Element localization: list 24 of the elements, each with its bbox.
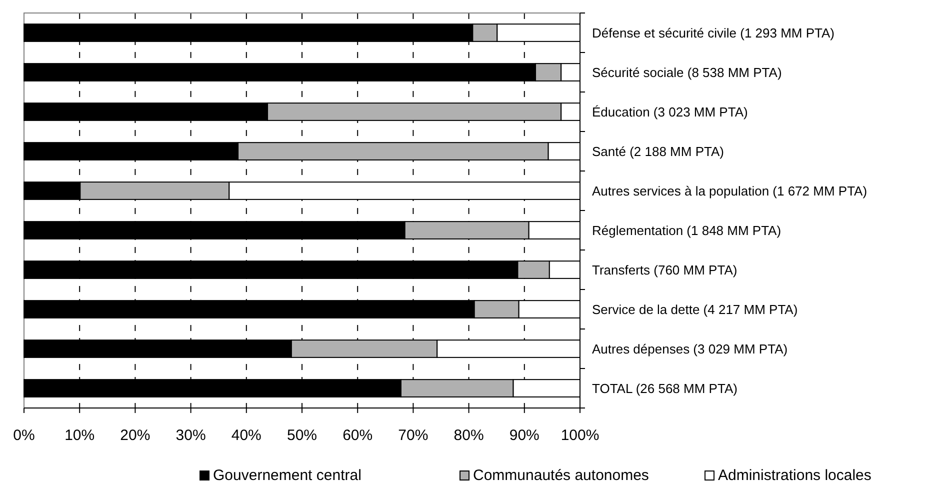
x-tick-label: 90% [509,427,540,444]
y-tick-label: Sécurité sociale (8 538 MM PTA) [592,64,782,80]
x-tick-label: 50% [286,427,318,444]
x-tick-label: 0% [13,427,35,444]
y-tick-label: Autres services à la population (1 672 MM PTA) [592,183,868,198]
y-tick-label: Réglementation (1 848 MM PTA) [592,222,782,238]
legend-label: Communautés autonomes [473,467,649,484]
x-tick-label: 10% [64,427,95,444]
x-tick-label: 60% [342,427,373,444]
legend-label: Administrations locales [718,467,872,484]
y-tick-label: Transferts (760 MM PTA) [592,262,738,278]
x-tick-label: 40% [231,427,262,444]
y-tick-label: Éducation (3 023 MM PTA) [592,104,748,120]
y-tick-label: TOTAL (26 568 MM PTA) [592,380,738,396]
x-tick-label: 70% [398,427,428,444]
legend-label: Gouvernement central [213,467,362,484]
x-tick-label: 80% [454,427,484,444]
x-tick-label: 100% [560,427,600,444]
y-tick-label: Service de la dette (4 217 MM PTA) [592,302,798,317]
x-tick-label: 30% [176,427,206,444]
y-tick-label: Défense et sécurité civile (1 293 MM PTA) [592,25,835,40]
x-tick-label: 20% [120,427,150,444]
y-tick-label: Santé (2 188 MM PTA) [592,144,724,159]
y-tick-label: Autres dépenses (3 029 MM PTA) [592,341,788,356]
